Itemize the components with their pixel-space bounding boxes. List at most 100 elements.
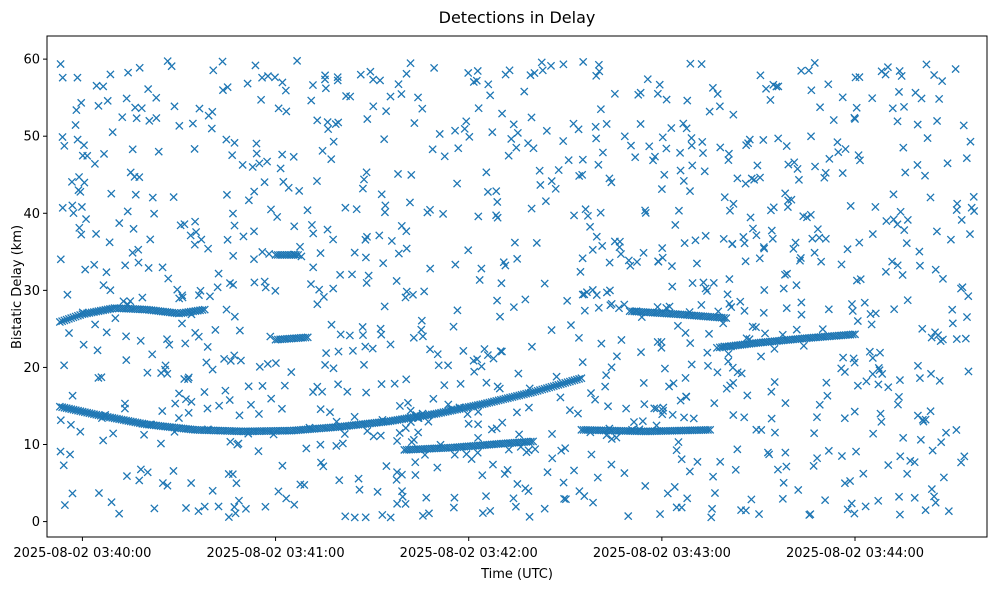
data-point bbox=[729, 410, 738, 420]
data-point bbox=[688, 279, 697, 288]
data-point bbox=[761, 84, 771, 93]
data-point bbox=[65, 450, 75, 459]
data-point bbox=[852, 103, 861, 112]
data-point bbox=[228, 470, 237, 479]
data-point bbox=[874, 363, 883, 373]
data-point bbox=[464, 419, 473, 428]
data-point bbox=[228, 209, 238, 218]
data-point bbox=[926, 193, 935, 202]
data-point bbox=[893, 220, 902, 229]
data-point bbox=[459, 346, 468, 355]
data-point bbox=[334, 347, 343, 356]
data-point bbox=[806, 132, 816, 141]
data-point bbox=[318, 146, 327, 155]
data-point bbox=[90, 159, 99, 168]
data-point bbox=[359, 360, 369, 369]
data-point bbox=[145, 116, 154, 125]
data-point bbox=[703, 425, 712, 434]
data-point bbox=[713, 89, 722, 99]
data-point bbox=[382, 462, 391, 471]
x-tick-label: 2025-08-02 03:44:00 bbox=[786, 546, 924, 561]
data-point bbox=[530, 68, 539, 78]
data-point bbox=[932, 227, 941, 236]
data-point bbox=[254, 409, 263, 419]
data-point bbox=[910, 458, 919, 467]
data-point bbox=[487, 425, 496, 434]
data-point bbox=[316, 405, 325, 414]
data-point bbox=[726, 342, 735, 351]
data-point bbox=[767, 414, 776, 423]
data-point bbox=[959, 121, 968, 130]
data-point bbox=[626, 261, 635, 270]
data-point bbox=[204, 111, 213, 120]
data-point bbox=[636, 119, 645, 129]
data-point bbox=[679, 413, 689, 422]
data-point bbox=[394, 249, 403, 258]
data-point bbox=[740, 239, 749, 248]
data-point bbox=[68, 489, 77, 498]
data-point bbox=[380, 302, 389, 311]
data-point bbox=[794, 485, 803, 495]
data-point bbox=[464, 68, 473, 78]
data-point bbox=[106, 286, 115, 295]
data-point bbox=[939, 473, 948, 482]
data-point bbox=[527, 113, 536, 122]
data-point bbox=[498, 109, 507, 118]
data-point bbox=[390, 379, 399, 388]
data-point bbox=[923, 134, 932, 143]
data-point bbox=[883, 63, 892, 72]
data-point bbox=[677, 503, 686, 512]
data-point bbox=[254, 447, 263, 456]
data-point bbox=[933, 116, 942, 126]
data-point bbox=[340, 429, 349, 439]
data-point bbox=[148, 193, 157, 202]
data-point bbox=[578, 358, 587, 367]
data-point bbox=[341, 203, 350, 212]
y-axis: 0 10 20 30 40 50 60 bbox=[23, 53, 47, 530]
data-point bbox=[560, 494, 569, 503]
data-point bbox=[903, 215, 912, 224]
data-point bbox=[537, 58, 546, 67]
data-point bbox=[230, 221, 239, 230]
data-point bbox=[657, 185, 666, 194]
data-point bbox=[574, 125, 583, 134]
data-point bbox=[578, 155, 587, 164]
data-point bbox=[411, 471, 420, 480]
data-point bbox=[841, 144, 850, 154]
data-point bbox=[682, 392, 691, 401]
data-point bbox=[440, 152, 449, 161]
data-point bbox=[792, 281, 801, 290]
data-point bbox=[425, 205, 435, 214]
data-point bbox=[263, 359, 272, 369]
data-point bbox=[169, 466, 178, 476]
data-point bbox=[140, 430, 149, 439]
data-point bbox=[867, 320, 876, 329]
data-point bbox=[144, 263, 153, 273]
data-point bbox=[716, 457, 725, 466]
data-point bbox=[594, 60, 603, 69]
data-point bbox=[215, 401, 224, 410]
data-point bbox=[938, 77, 947, 86]
x-tick-label: 2025-08-02 03:43:00 bbox=[593, 546, 731, 561]
data-point bbox=[629, 417, 639, 427]
data-point bbox=[641, 206, 650, 215]
data-point bbox=[138, 419, 147, 428]
data-point bbox=[338, 439, 347, 448]
data-point bbox=[401, 499, 410, 508]
data-point bbox=[913, 361, 923, 370]
data-point bbox=[295, 242, 305, 251]
x-tick-label: 2025-08-02 03:41:00 bbox=[207, 546, 345, 561]
data-point bbox=[952, 205, 961, 215]
data-point bbox=[598, 148, 607, 157]
data-point bbox=[513, 254, 522, 263]
data-point bbox=[681, 373, 690, 383]
data-point bbox=[657, 337, 666, 347]
data-point bbox=[115, 509, 124, 518]
data-point bbox=[316, 440, 325, 449]
data-point bbox=[563, 296, 572, 305]
data-point bbox=[772, 82, 781, 91]
data-point bbox=[81, 265, 90, 274]
data-point bbox=[59, 461, 68, 470]
data-point bbox=[685, 187, 695, 196]
data-point bbox=[780, 270, 790, 279]
